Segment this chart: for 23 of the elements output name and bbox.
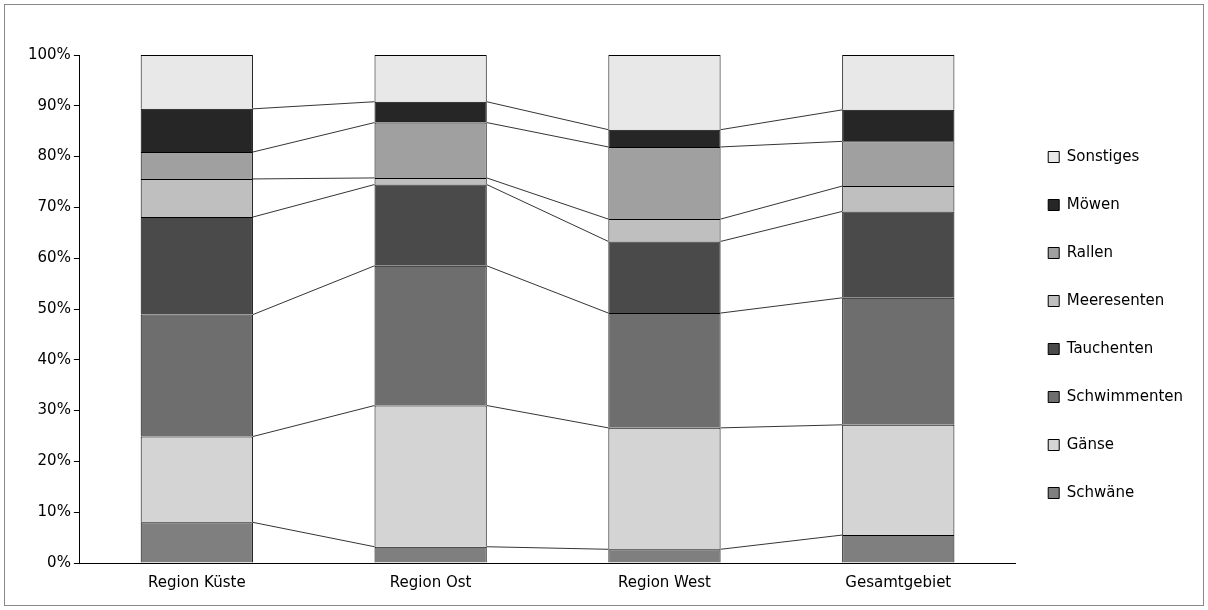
legend-label: Schwäne <box>1066 482 1135 501</box>
y-tick-label: 10% <box>37 502 71 521</box>
y-tick-label: 100% <box>27 44 71 63</box>
legend-label: Möwen <box>1066 194 1120 213</box>
x-tick-label: Region West <box>617 572 712 591</box>
x-tick-label: Region Ost <box>389 572 472 591</box>
y-tick-label: 90% <box>37 95 71 114</box>
y-tick-label: 30% <box>37 400 71 419</box>
y-tick-label: 20% <box>37 451 71 470</box>
legend-label: Sonstiges <box>1066 146 1140 165</box>
legend-label: Tauchenten <box>1065 338 1154 357</box>
legend-label: Schwimmenten <box>1066 386 1184 405</box>
y-tick-label: 80% <box>37 146 71 165</box>
legend-label: Gänse <box>1066 434 1115 453</box>
y-tick-label: 40% <box>37 349 71 368</box>
y-tick-label: 0% <box>47 552 71 571</box>
y-tick-label: 60% <box>37 248 71 267</box>
legend-label: Rallen <box>1066 242 1114 261</box>
x-tick-label: Region Küste <box>147 572 246 591</box>
legend-label: Meeresenten <box>1066 290 1165 309</box>
y-tick-label: 50% <box>37 298 71 317</box>
x-tick-label: Gesamtgebiet <box>845 572 952 591</box>
y-tick-label: 70% <box>37 197 71 216</box>
